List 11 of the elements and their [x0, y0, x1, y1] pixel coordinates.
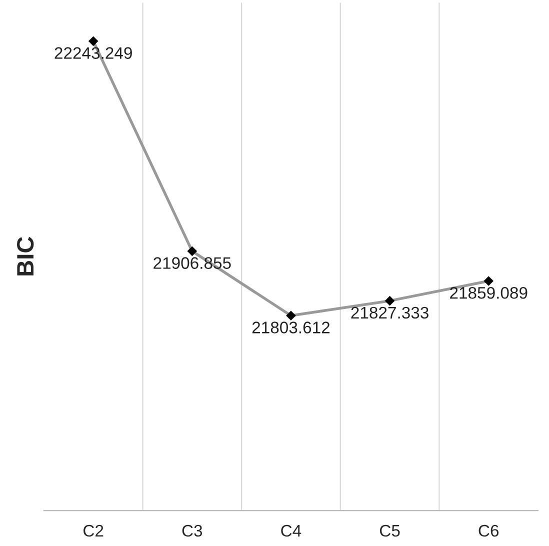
- x-tick-label: C3: [182, 524, 202, 537]
- data-label: 21906.855: [154, 257, 231, 269]
- data-label: 22243.249: [54, 47, 132, 59]
- data-label: 21803.612: [252, 322, 330, 334]
- data-label: 21827.333: [351, 306, 428, 319]
- x-tick-label: C4: [281, 524, 302, 537]
- data-label: 21859.089: [450, 286, 528, 299]
- y-axis-title: BIC: [16, 236, 34, 276]
- x-tick-label: C5: [380, 524, 400, 537]
- x-tick-label: C2: [84, 524, 104, 537]
- x-tick-label: C6: [478, 524, 499, 537]
